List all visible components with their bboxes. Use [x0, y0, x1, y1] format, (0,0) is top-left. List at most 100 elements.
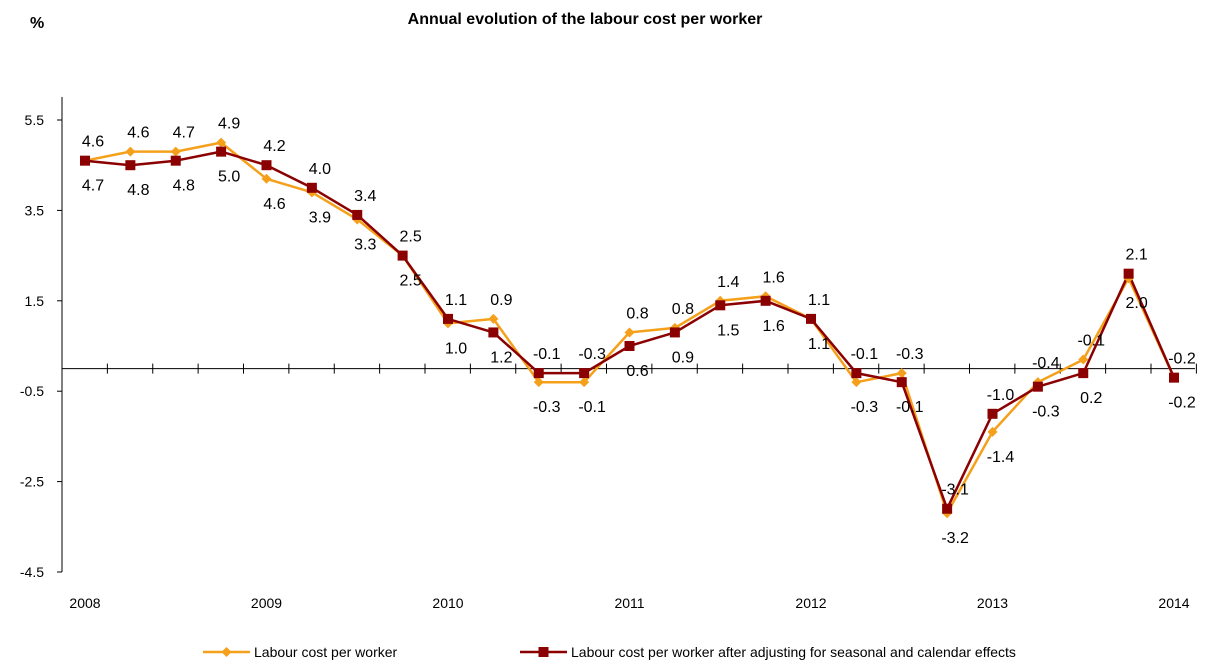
data-label: 3.3 [354, 236, 376, 253]
data-label: 1.1 [445, 292, 467, 309]
data-point-diamond [579, 377, 590, 388]
y-tick-label: 1.5 [25, 293, 45, 309]
data-point-square [306, 182, 317, 193]
data-label: -0.3 [896, 346, 924, 363]
data-point-square [1123, 268, 1134, 279]
data-label: 0.9 [672, 349, 694, 366]
data-label: 2.0 [1126, 295, 1148, 312]
legend-marker-diamond [221, 647, 232, 657]
data-label: -0.3 [578, 346, 606, 363]
data-point-square [1032, 381, 1043, 392]
data-label: 4.0 [309, 161, 331, 178]
data-point-diamond [851, 377, 862, 388]
data-labels: 4.7 4.8 4.8 5.0 4.6 3.9 3.3 2.5 1.0 1.2 -0.3 -0.1 0.… [82, 116, 1196, 548]
data-label: -0.3 [851, 399, 879, 416]
data-point-diamond [261, 173, 272, 184]
data-label: 3.4 [354, 188, 376, 205]
data-point-square [1078, 368, 1089, 379]
x-tick-label: 2014 [1158, 595, 1189, 611]
data-label: 4.9 [218, 116, 240, 133]
data-point-diamond [170, 146, 181, 157]
y-tick-label: -2.5 [20, 474, 44, 490]
y-tick-label: 3.5 [25, 202, 45, 218]
data-point-square [170, 155, 181, 166]
data-label: -0.4 [1032, 355, 1060, 372]
axes: 5.5 3.5 1.5 -0.5 -2.5 -4.5 2008 2009 2010 2011 201… [20, 97, 1197, 611]
data-label: -3.2 [941, 530, 969, 547]
data-label: -0.3 [1032, 404, 1060, 421]
data-label: 1.5 [717, 322, 739, 339]
y-axis-unit-label: % [30, 15, 44, 32]
data-point-square [125, 160, 136, 171]
data-label: 4.7 [173, 125, 195, 142]
data-point-diamond [216, 137, 227, 148]
data-point-square [261, 160, 272, 171]
data-label: 1.1 [808, 292, 830, 309]
legend-label-adjusted: Labour cost per worker after adjusting f… [571, 644, 1016, 660]
legend-item-adjusted: Labour cost per worker after adjusting f… [520, 644, 1016, 660]
data-point-square [624, 341, 635, 351]
data-point-diamond [488, 313, 499, 324]
data-label: -0.2 [1168, 395, 1196, 412]
data-label: 1.6 [763, 269, 785, 286]
data-label: -0.1 [1077, 333, 1105, 350]
data-label: 4.2 [263, 138, 285, 155]
data-point-diamond [1078, 354, 1089, 365]
x-tick-label: 2011 [614, 595, 644, 611]
data-label: 1.0 [445, 340, 467, 357]
data-point-square [488, 327, 499, 338]
x-tick-label: 2013 [977, 595, 1008, 611]
y-tick-label: -4.5 [20, 564, 44, 580]
data-label: -0.1 [533, 346, 561, 363]
data-point-square [216, 146, 227, 157]
data-point-square [669, 327, 680, 338]
x-tick-label: 2010 [432, 595, 463, 611]
y-tick-label: 5.5 [25, 112, 45, 128]
data-label: 3.9 [309, 209, 331, 226]
data-label: 4.6 [127, 125, 149, 142]
data-label: 1.6 [763, 318, 785, 335]
data-label: -0.3 [533, 399, 561, 416]
data-point-square [352, 209, 363, 220]
data-point-square [80, 155, 90, 166]
data-point-square [987, 408, 998, 419]
data-point-diamond [533, 377, 544, 388]
data-label: -3.1 [941, 482, 969, 499]
data-point-diamond [987, 426, 998, 437]
data-label: 0.6 [626, 363, 648, 380]
data-label: 2.5 [400, 229, 422, 246]
x-tick-label: 2008 [69, 595, 100, 611]
legend: Labour cost per worker Labour cost per w… [203, 644, 1016, 660]
data-label: 0.2 [1080, 390, 1102, 407]
data-label: 1.1 [808, 336, 830, 353]
data-label: -0.1 [851, 346, 879, 363]
data-label: -0.1 [896, 399, 924, 416]
data-point-square [942, 503, 953, 514]
data-point-square [579, 368, 590, 379]
data-label: 0.8 [626, 305, 648, 322]
data-point-square [896, 377, 907, 388]
legend-marker-square [538, 647, 549, 657]
data-label: 0.9 [490, 292, 512, 309]
data-point-diamond [896, 368, 907, 379]
y-tick-label: -0.5 [20, 383, 44, 399]
data-label: 4.6 [82, 134, 104, 151]
legend-label-labour-cost: Labour cost per worker [254, 644, 398, 660]
data-label: 2.5 [400, 273, 422, 290]
data-label: 4.8 [173, 178, 195, 195]
data-label: 1.2 [490, 349, 512, 366]
data-point-square [443, 313, 453, 324]
data-label: -0.1 [578, 399, 606, 416]
data-point-diamond [125, 146, 136, 157]
legend-item-labour-cost: Labour cost per worker [203, 644, 398, 660]
data-label: 4.6 [263, 196, 285, 213]
chart-title: Annual evolution of the labour cost per … [408, 11, 763, 28]
data-label: 4.8 [127, 182, 149, 199]
data-label: -0.2 [1168, 351, 1196, 368]
data-point-square [397, 250, 408, 261]
data-label: 5.0 [218, 169, 240, 186]
series-markers [80, 137, 1179, 519]
data-label: -1.4 [987, 449, 1015, 466]
